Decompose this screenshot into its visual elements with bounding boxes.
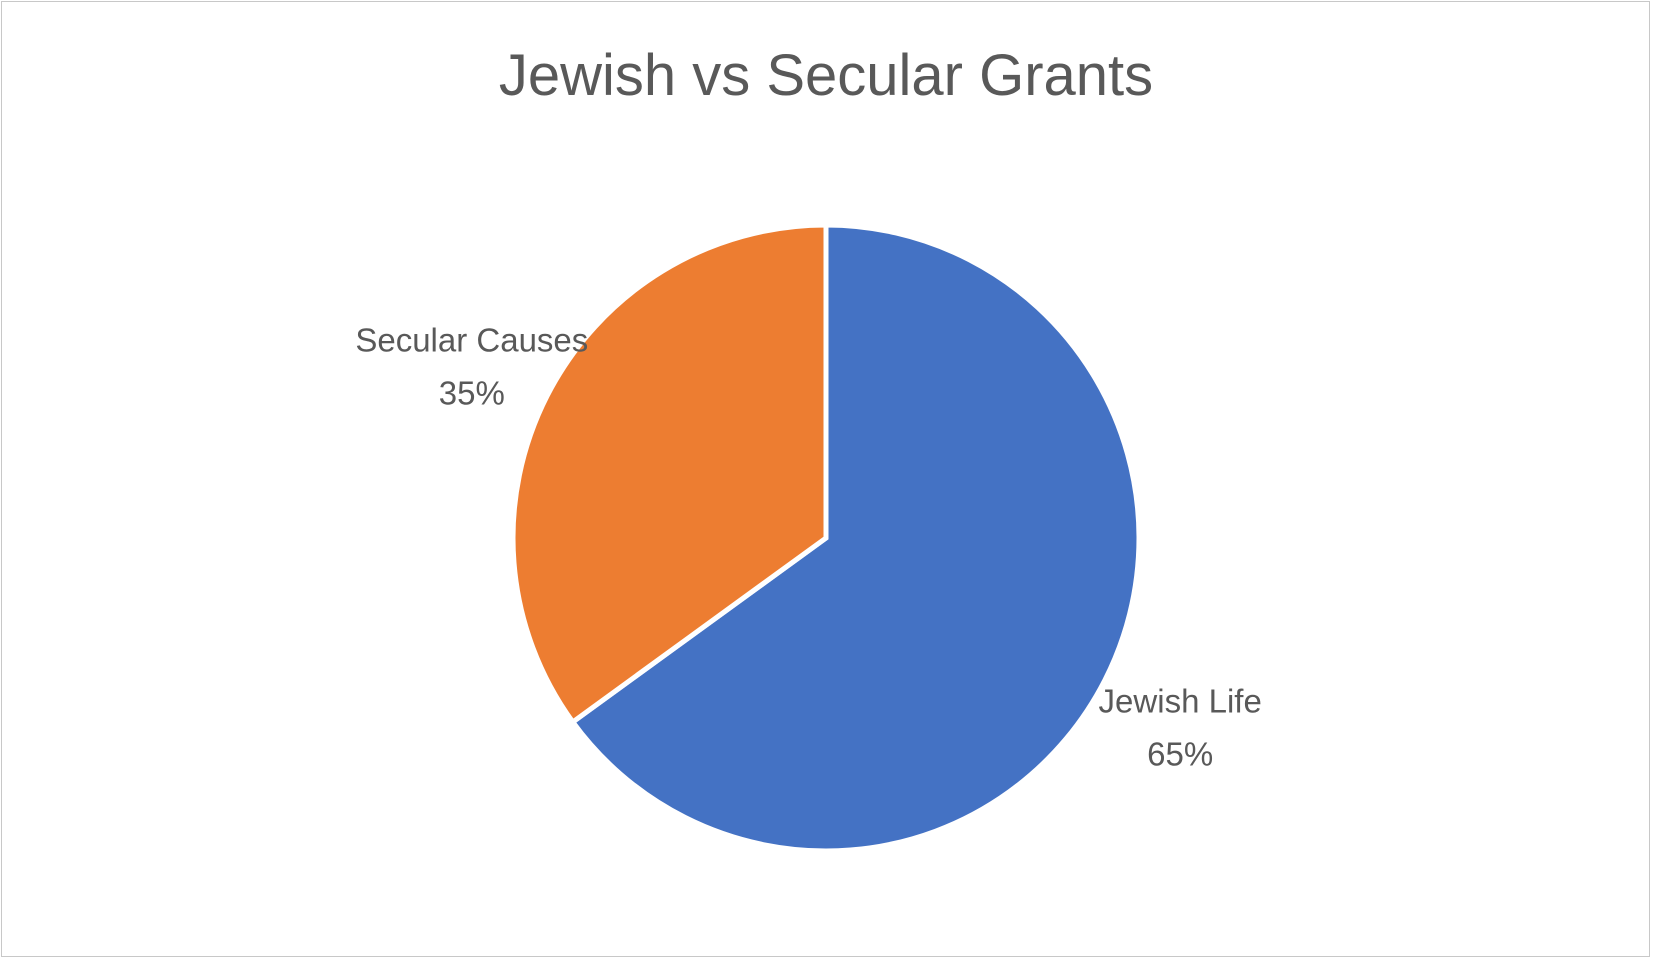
- data-labels: Jewish Life 65% Secular Causes 35%: [355, 322, 1261, 773]
- data-label-name: Secular Causes: [355, 322, 588, 359]
- pie-slice-jewish-life: [569, 222, 1142, 854]
- data-label-name: Jewish Life: [1099, 682, 1262, 719]
- data-label-value: 65%: [1147, 735, 1213, 772]
- pie-slice-secular-causes: [510, 222, 829, 726]
- chart-title: Jewish vs Secular Grants: [499, 43, 1153, 108]
- data-label-jewish-life: Jewish Life 65%: [1099, 682, 1262, 772]
- pie-slices: [510, 222, 1142, 854]
- data-label-value: 35%: [439, 375, 505, 412]
- data-label-secular-causes: Secular Causes 35%: [355, 322, 588, 412]
